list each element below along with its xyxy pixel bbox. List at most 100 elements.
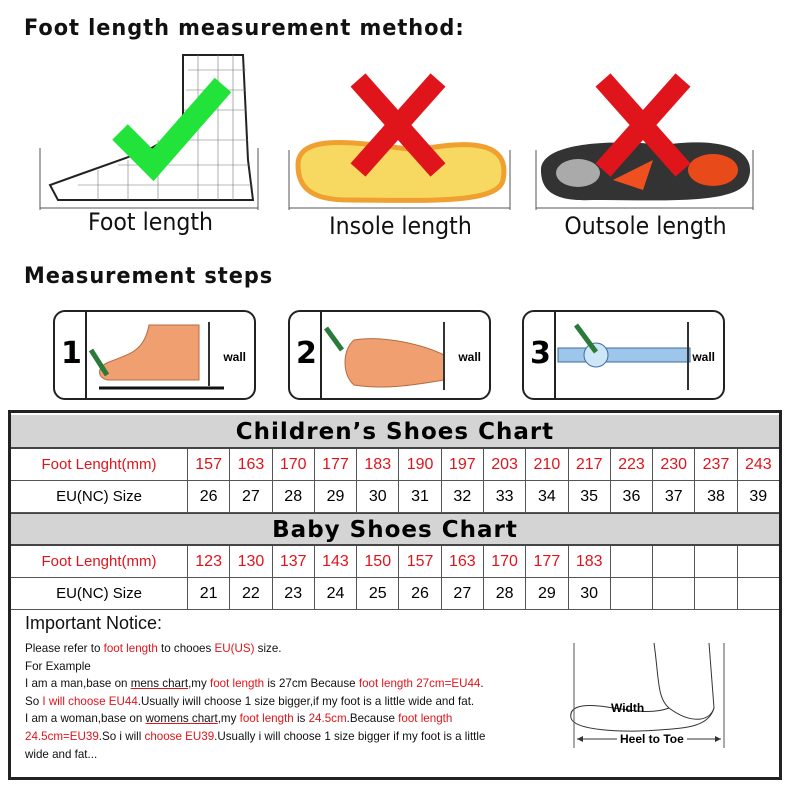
notice-text: size. [254,642,282,655]
step-1: 1 wall [53,310,256,400]
notice-line: 24.5cm=EU39.So i will choose EU39.Usuall… [25,728,545,746]
cell: 217 [569,449,611,480]
foot-side-icon [89,322,224,390]
notice-text: foot length [209,677,265,691]
foot-width-diagram [570,642,725,748]
notice-line: wide and fat... [25,746,545,764]
method-foot-length: Foot length [38,50,263,240]
cell [611,546,654,577]
cell: 157 [399,546,442,577]
baby-length-row: Foot Lenght(mm) 123 130 137 143 150 157 163 170 1… [11,546,779,578]
cell: 32 [442,481,484,512]
notice-text: is 27cm Because [264,677,359,691]
notice-text: foot length [103,642,158,655]
notice-text: to chooes [157,642,215,655]
cell: 23 [273,578,315,609]
notice-text: mens chart [130,677,189,691]
notice-text: 24.5cm=EU39 [25,729,99,743]
cell: 25 [357,578,400,609]
steps-title: Measurement steps [24,264,274,289]
cell: 210 [526,449,569,480]
cell: 237 [695,449,738,480]
cell: 29 [315,481,358,512]
step-number: 2 [296,336,317,371]
method-label: Insole length [329,212,472,240]
notice-text: . [480,677,484,691]
ruler-icon [557,322,691,390]
cell: 163 [442,546,484,577]
insole-icon [288,73,511,210]
cell: 157 [188,449,231,480]
cell: 150 [357,546,400,577]
notice-text: foot length [239,712,294,726]
cell: 170 [273,449,315,480]
step-number: 3 [530,336,551,371]
cell [611,578,654,609]
outsole-icon [535,73,754,210]
method-title: Foot length measurement method: [24,16,465,41]
cell: 197 [442,449,484,480]
cell: 38 [695,481,738,512]
notice-text: So [25,694,43,708]
cell: 31 [399,481,442,512]
notice-text: I am a man,base on [25,677,131,691]
notice-text: .Usually i will choose 1 size bigger if … [214,729,486,743]
cell: 29 [526,578,569,609]
notice-text: choose EU39 [144,729,215,743]
notice-text: For Example [25,659,91,673]
cell: 28 [484,578,527,609]
step-3: 3 wall [522,310,725,400]
cell [653,578,696,609]
row-label: Foot Lenght(mm) [11,546,188,577]
cell: 203 [484,449,527,480]
cell [695,546,738,577]
cell: 26 [399,578,442,609]
notice-text: I will choose EU44 [42,694,138,708]
method-insole-length: Insole length [288,50,513,240]
notice-text: wide and fat... [25,747,98,761]
method-label: Outsole length [564,212,727,240]
cell: 223 [611,449,654,480]
size-chart: Children’s Shoes Chart Foot Lenght(mm) 15… [8,410,782,780]
cell: 130 [230,546,273,577]
cell: 243 [744,455,772,473]
cell: 27 [230,481,273,512]
notice-text: womens chart [145,712,218,726]
cell: 35 [569,481,611,512]
children-chart-title: Children’s Shoes Chart [11,415,779,449]
cell: 33 [484,481,527,512]
cell: 26 [188,481,231,512]
cell [695,578,738,609]
cell: 21 [188,578,231,609]
cell: 37 [653,481,696,512]
cell: 170 [484,546,527,577]
notice-text: .Usually iwill choose 1 size bigger,if m… [137,694,475,708]
notice-text: I am a woman,base on [25,712,146,726]
notice-text: ,my [188,677,210,691]
width-label: Width [611,701,645,715]
method-label: Foot length [87,208,213,236]
step-2: 2 wall [288,310,491,400]
notice-text: ,my [217,712,240,726]
cell: 177 [526,546,569,577]
cell: 39 [749,487,768,505]
notice-text: Please refer to [25,642,104,655]
cell: 183 [357,449,400,480]
foot-top-icon [324,322,445,390]
notice-text: 24.5cm [308,712,347,726]
cell [653,546,696,577]
cell: 137 [273,546,315,577]
wall-label: wall [223,350,246,364]
cell: 123 [188,546,231,577]
cell: 143 [315,546,358,577]
cell [738,578,779,609]
notice-line: I am a man,base on mens chart,my foot le… [25,675,545,693]
cell: 190 [399,449,442,480]
cell: 34 [526,481,569,512]
cell: 27 [442,578,484,609]
step-number: 1 [61,336,82,371]
notice-text: foot length [398,712,453,726]
cell: 28 [273,481,315,512]
important-notice: Important Notice: Please refer to foot l… [25,613,545,763]
heel-to-toe-label: Heel to Toe [617,732,687,746]
